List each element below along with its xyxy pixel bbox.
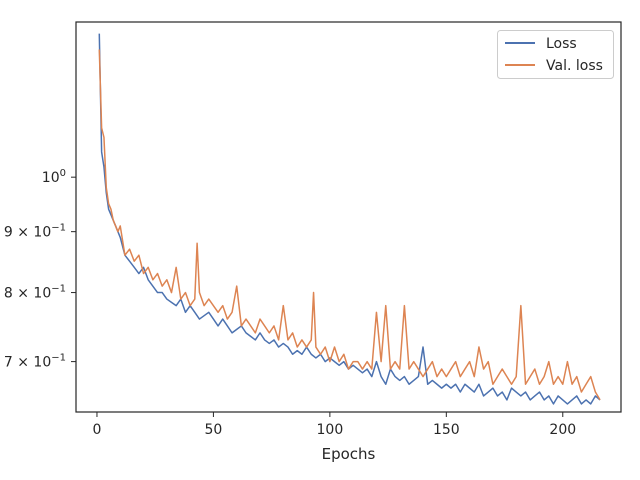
y-tick-label: 7 × 10−1 [4,353,66,371]
series-line-loss [98,33,601,405]
series-line-val-loss [98,49,601,401]
x-tick-label: 0 [93,422,102,438]
x-axis-label: Epochs [322,445,376,463]
y-tick-label: 100 [42,168,66,186]
legend-label-val-loss: Val. loss [546,58,603,74]
plot-area [98,33,601,405]
x-tick-label: 100 [317,422,344,438]
legend-label-loss: Loss [546,36,577,52]
y-tick-label: 8 × 10−1 [4,284,66,302]
y-tick-label: 9 × 10−1 [4,223,66,241]
axes-frame [75,21,622,413]
x-tick-label: 200 [549,422,576,438]
legend: Loss Val. loss [497,30,614,79]
axis-ticks: 0 50 100 150 200 100 9 × 10−1 8 × 10−1 7 × 10−1 [4,168,576,438]
x-tick-label: 50 [205,422,223,438]
x-tick-label: 150 [433,422,460,438]
